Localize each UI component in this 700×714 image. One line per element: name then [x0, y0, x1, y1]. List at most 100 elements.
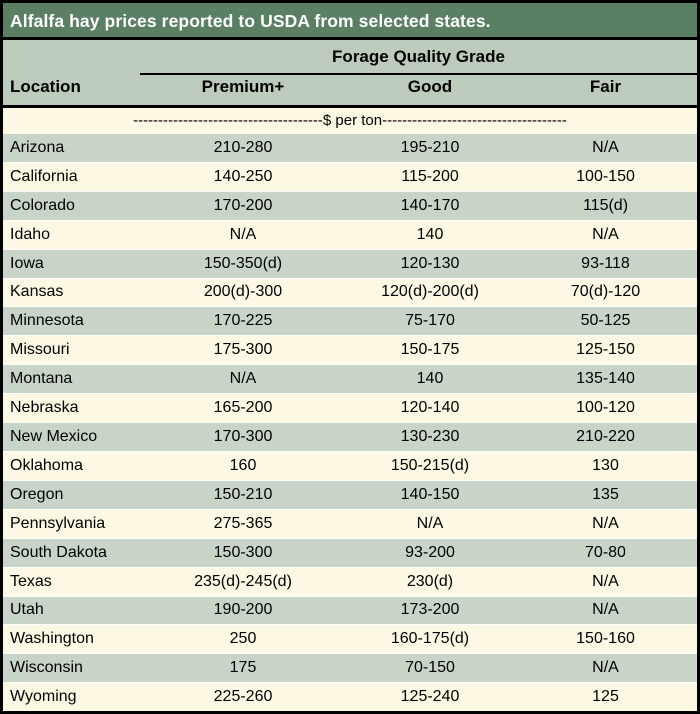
premium-price-cell: 275-365: [213, 514, 273, 532]
good-price-cell: 160-175(d): [390, 630, 470, 648]
fair-price-cell: 93-118: [581, 254, 630, 272]
good-price-cell: 195-210: [400, 138, 460, 156]
fair-price-cell: 100-120: [576, 399, 635, 417]
table-row: Kansas 200(d)-300 120(d)-200(d) 70(d)-12…: [3, 277, 697, 307]
table-row: Arizona 210-280 195-210 N/A: [3, 134, 697, 162]
table-row: Missouri 175-300 150-175 125-150: [3, 335, 697, 365]
table-row: Washington 250 160-175(d) 150-160: [3, 624, 697, 654]
good-price-cell: 140: [416, 225, 444, 243]
fair-price-cell: 125: [592, 688, 619, 706]
good-price-cell: N/A: [416, 514, 444, 532]
fair-price-cell: N/A: [592, 659, 619, 677]
good-price-cell: 230(d): [406, 572, 454, 590]
fair-price-cell: 130: [592, 456, 619, 474]
location-cell: Wisconsin: [10, 659, 83, 677]
fair-price-cell: 135-140: [576, 370, 635, 388]
table-row: Colorado 170-200 140-170 115(d): [3, 190, 697, 220]
group-underline: [140, 72, 697, 75]
good-price-cell: 93-200: [405, 543, 455, 561]
location-cell: California: [10, 167, 78, 185]
fair-price-cell: N/A: [592, 572, 619, 590]
good-price-cell: 140: [416, 370, 444, 388]
premium-price-cell: 165-200: [213, 399, 273, 417]
good-price-cell: 125-240: [400, 688, 460, 706]
good-price-cell: 173-200: [400, 601, 460, 619]
table-body: Arizona 210-280 195-210 N/A California 1…: [3, 134, 697, 711]
premium-price-cell: 170-225: [213, 312, 273, 330]
location-cell: Utah: [10, 601, 44, 619]
location-cell: Nebraska: [10, 399, 79, 417]
location-cell: Kansas: [10, 283, 64, 301]
premium-price-cell: 190-200: [213, 601, 273, 619]
table-row: Wisconsin 175 70-150 N/A: [3, 653, 697, 683]
table-row: Nebraska 165-200 120-140 100-120: [3, 393, 697, 423]
location-cell: Idaho: [10, 225, 51, 243]
premium-price-cell: 150-300: [213, 543, 273, 561]
table-row: Pennsylvania 275-365 N/A N/A: [3, 508, 697, 538]
good-price-cell: 75-170: [405, 312, 455, 330]
column-header-fair: Fair: [589, 77, 622, 96]
fair-price-cell: 135: [592, 485, 619, 503]
good-price-cell: 130-230: [400, 428, 460, 446]
location-cell: Minnesota: [10, 312, 84, 330]
fair-price-cell: 115(d): [582, 196, 629, 214]
fair-price-cell: 70-80: [585, 543, 626, 561]
unit-row: --------------------------------------$ …: [3, 108, 697, 134]
table-row: New Mexico 170-300 130-230 210-220: [3, 422, 697, 451]
premium-price-cell: N/A: [229, 225, 257, 243]
good-price-cell: 140-150: [400, 485, 460, 503]
good-price-cell: 115-200: [401, 167, 459, 185]
fair-price-cell: 150-160: [576, 630, 635, 648]
forage-quality-grade-label: Forage Quality Grade: [332, 47, 505, 66]
location-cell: Washington: [10, 630, 94, 648]
location-cell: Oklahoma: [10, 456, 83, 474]
fair-price-cell: N/A: [592, 601, 619, 619]
good-price-cell: 150-215(d): [390, 456, 470, 474]
fair-price-cell: 70(d)-120: [570, 283, 641, 301]
fair-price-cell: 210-220: [576, 428, 635, 446]
good-price-cell: 120-140: [400, 399, 460, 417]
column-header-good: Good: [407, 77, 453, 96]
table-row: Minnesota 170-225 75-170 50-125: [3, 306, 697, 336]
good-price-cell: 140-170: [400, 196, 460, 214]
good-price-cell: 120-130: [400, 254, 460, 272]
premium-price-cell: 140-250: [213, 167, 273, 185]
premium-price-cell: 175: [229, 659, 257, 677]
fair-price-cell: 50-125: [580, 312, 631, 330]
fair-price-cell: N/A: [592, 514, 619, 532]
location-cell: Wyoming: [10, 688, 77, 706]
good-price-cell: 70-150: [405, 659, 455, 677]
premium-price-cell: 160: [229, 456, 257, 474]
table-row: Oregon 150-210 140-150 135: [3, 479, 697, 509]
location-cell: Colorado: [10, 196, 75, 214]
location-cell: South Dakota: [10, 543, 107, 561]
premium-price-cell: 170-300: [213, 428, 273, 446]
column-header-location: Location: [10, 77, 81, 96]
premium-price-cell: 235(d)-245(d): [194, 572, 292, 590]
table-row: Idaho N/A 140 N/A: [3, 219, 697, 249]
location-cell: Iowa: [10, 254, 44, 272]
table-row: Texas 235(d)-245(d) 230(d) N/A: [3, 566, 697, 596]
table-row: California 140-250 115-200 100-150: [3, 161, 697, 191]
page-title: Alfalfa hay prices reported to USDA from…: [10, 11, 491, 31]
good-price-cell: 120(d)-200(d): [381, 283, 479, 301]
table-row: Wyoming 225-260 125-240 125: [3, 682, 697, 711]
fair-price-cell: 125-150: [576, 341, 635, 359]
location-cell: Texas: [10, 572, 52, 590]
location-cell: Missouri: [10, 341, 70, 359]
table-row: Oklahoma 160 150-215(d) 130: [3, 450, 697, 480]
table-row: Utah 190-200 173-200 N/A: [3, 595, 697, 625]
location-cell: Oregon: [10, 485, 64, 503]
premium-price-cell: 150-350(d): [203, 254, 283, 272]
fair-price-cell: 100-150: [576, 167, 635, 185]
premium-price-cell: 210-280: [213, 138, 273, 156]
table-title-bar: Alfalfa hay prices reported to USDA from…: [3, 3, 697, 40]
column-header-row: Location Premium+ Good Fair: [3, 77, 697, 105]
premium-price-cell: 170-200: [213, 196, 273, 214]
good-price-cell: 150-175: [400, 341, 460, 359]
premium-price-cell: 250: [229, 630, 257, 648]
table-header: Forage Quality Grade Location Premium+ G…: [3, 40, 697, 108]
table-row: Iowa 150-350(d) 120-130 93-118: [3, 248, 697, 278]
table-row: South Dakota 150-300 93-200 70-80: [3, 537, 697, 567]
